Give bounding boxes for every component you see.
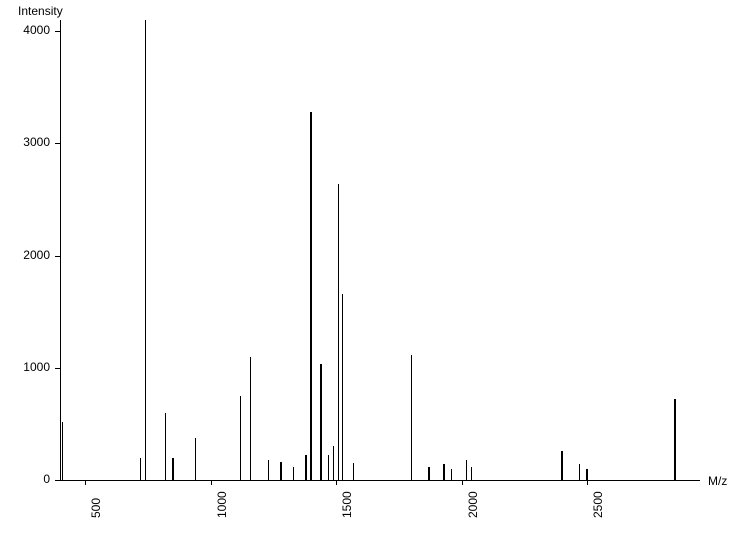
- spectrum-peak: [165, 413, 167, 480]
- y-tick: [55, 31, 60, 32]
- x-tick-label: 500: [89, 498, 103, 518]
- y-tick: [55, 368, 60, 369]
- y-tick-label: 4000: [10, 23, 50, 37]
- spectrum-peak: [250, 357, 252, 480]
- x-tick: [587, 480, 588, 485]
- spectrum-peak: [195, 438, 197, 480]
- spectrum-peak: [579, 464, 581, 480]
- x-tick-label: 2000: [466, 491, 480, 518]
- spectrum-peak: [268, 460, 270, 480]
- x-tick-label: 1500: [340, 491, 354, 518]
- spectrum-peak: [320, 364, 322, 480]
- y-tick: [55, 256, 60, 257]
- spectrum-peak: [411, 355, 413, 480]
- y-tick-label: 3000: [10, 135, 50, 149]
- spectrum-peak: [328, 455, 330, 480]
- spectrum-peak: [353, 463, 355, 480]
- x-tick-label: 2500: [591, 491, 605, 518]
- spectrum-peak: [140, 458, 142, 480]
- spectrum-peak: [451, 469, 453, 480]
- spectrum-peak: [62, 422, 64, 480]
- y-axis-line: [60, 20, 61, 480]
- y-tick-label: 1000: [10, 360, 50, 374]
- spectrum-peak: [338, 184, 340, 480]
- y-axis-label: Intensity: [18, 4, 63, 18]
- x-tick-label: 1000: [215, 491, 229, 518]
- spectrum-peak: [145, 20, 147, 480]
- spectrum-peak: [443, 464, 445, 480]
- spectrum-peak: [280, 462, 282, 480]
- spectrum-peak: [293, 467, 295, 480]
- spectrum-peak: [342, 294, 344, 480]
- spectrum-peak: [471, 467, 473, 480]
- y-tick: [55, 480, 60, 481]
- y-tick-label: 2000: [10, 248, 50, 262]
- y-tick: [55, 143, 60, 144]
- x-tick: [85, 480, 86, 485]
- x-tick: [211, 480, 212, 485]
- y-tick-label: 0: [10, 472, 50, 486]
- mass-spectrum-chart: Intensity M/z 0 1000 2000 3000 4000 500 1000 15…: [0, 0, 750, 540]
- spectrum-peak: [561, 451, 563, 480]
- spectrum-peak: [466, 460, 468, 480]
- x-tick: [462, 480, 463, 485]
- spectrum-peak: [305, 455, 307, 480]
- x-axis-label: M/z: [708, 474, 727, 488]
- spectrum-peak: [586, 469, 588, 480]
- spectrum-peak: [428, 467, 430, 480]
- x-tick: [336, 480, 337, 485]
- spectrum-peak: [310, 112, 312, 480]
- spectrum-peak: [674, 399, 676, 480]
- x-axis-line: [60, 480, 700, 481]
- spectrum-peak: [172, 458, 174, 480]
- spectrum-peak: [240, 396, 242, 480]
- spectrum-peak: [333, 446, 335, 480]
